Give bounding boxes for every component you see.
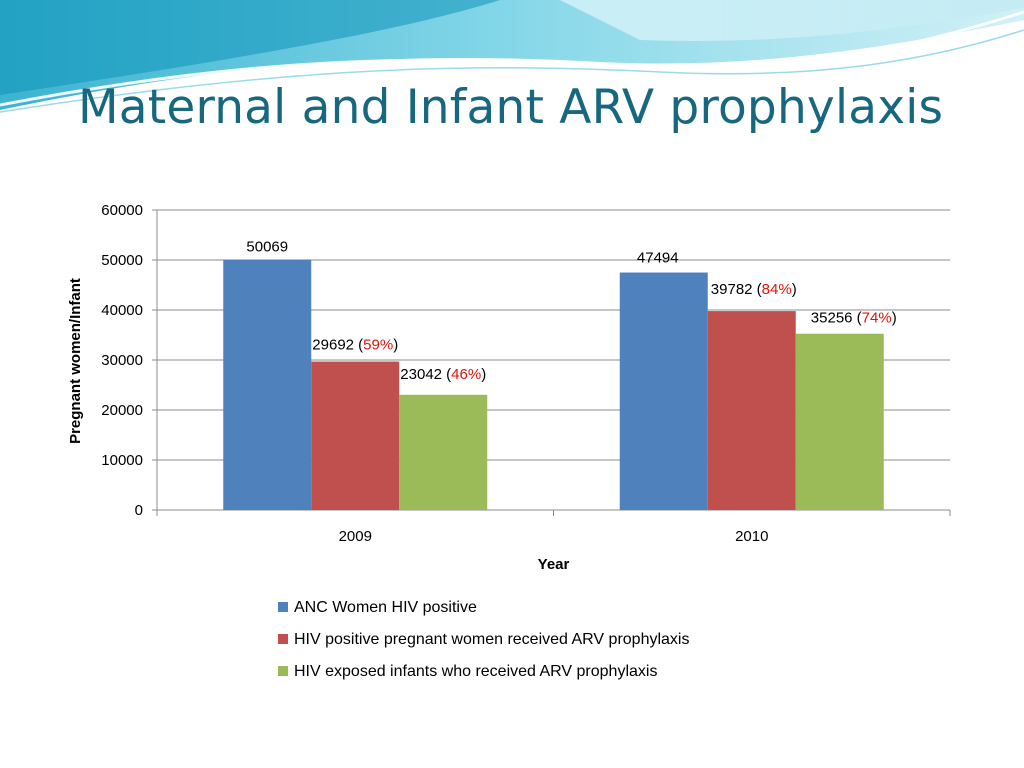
header-wave-decoration <box>0 0 1024 113</box>
x-axis-title: Year <box>538 556 570 573</box>
y-tick-label: 50000 <box>101 252 143 269</box>
data-label: 47494 <box>637 250 679 267</box>
bar-chart: 0 10000 20000 30000 40000 50000 60000 50069 2969… <box>67 202 951 680</box>
legend-swatch <box>278 634 288 644</box>
legend-label: ANC Women HIV positive <box>294 599 477 616</box>
legend-swatch <box>278 666 288 676</box>
x-tick-label: 2010 <box>735 528 768 545</box>
bar-2-2010 <box>707 311 796 510</box>
legend-label: HIV exposed infants who received ARV pro… <box>294 663 657 680</box>
bar-3-2010 <box>795 333 884 510</box>
bar-1-2009 <box>223 259 312 510</box>
y-tick-label: 30000 <box>101 352 143 369</box>
bar-2-2009 <box>311 361 400 510</box>
y-tick-label: 20000 <box>101 402 143 419</box>
data-label: 50069 <box>246 239 288 256</box>
bar-1-2010 <box>619 272 708 510</box>
bar-3-2009 <box>399 394 488 510</box>
legend-label: HIV positive pregnant women received ARV… <box>294 631 689 648</box>
y-tick-label: 40000 <box>101 302 143 319</box>
x-tick-label: 2009 <box>339 528 372 545</box>
data-label: 35256 (74%) <box>811 310 897 327</box>
data-label: 29692 (59%) <box>312 337 398 354</box>
slide-title: Maternal and Infant ARV prophylaxis <box>78 80 944 135</box>
legend-swatch <box>278 602 288 612</box>
y-tick-label: 10000 <box>101 452 143 469</box>
data-label: 23042 (46%) <box>400 366 486 383</box>
y-tick-label: 0 <box>135 502 143 519</box>
y-axis-title: Pregnant women/Infant <box>67 278 84 444</box>
data-label: 39782 (84%) <box>711 281 797 298</box>
y-tick-label: 60000 <box>101 202 143 219</box>
